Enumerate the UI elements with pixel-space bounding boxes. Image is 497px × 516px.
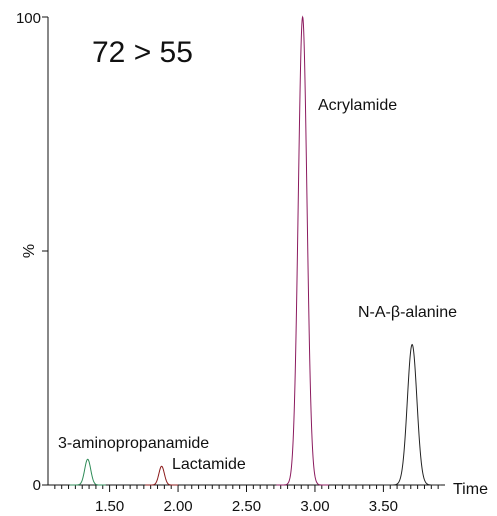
x-tick-label: 2.50 (232, 498, 261, 515)
x-axis-ticks: 1.50 2.00 2.50 3.00 3.50 (54, 485, 439, 515)
peak-label-n-a-beta-alanine: N-A-β-alanine (358, 304, 457, 321)
peak-label-lactamide: Lactamide (172, 456, 246, 473)
y-axis-label: % (21, 244, 38, 258)
trace-lactamide (145, 465, 179, 486)
trace-acrylamide (276, 15, 329, 486)
x-axis-label: Time (453, 481, 488, 498)
trace-3-aminopropanamide (69, 458, 106, 486)
chart-title: 72 > 55 (92, 36, 193, 69)
x-tick-label: 2.00 (163, 498, 192, 515)
peak-label-acrylamide: Acrylamide (318, 97, 397, 114)
y-tick-label-100: 100 (16, 10, 41, 27)
x-tick-label: 3.00 (300, 498, 329, 515)
y-tick-label-0: 0 (33, 477, 41, 494)
x-tick-label: 3.50 (369, 498, 398, 515)
x-tick-label: 1.50 (95, 498, 124, 515)
chromatogram-traces (69, 15, 441, 486)
y-axis-ticks (42, 16, 48, 486)
peak-label-3-aminopropanamide: 3-aminopropanamide (58, 435, 209, 452)
trace-n-a-beta-alanine (383, 343, 441, 486)
